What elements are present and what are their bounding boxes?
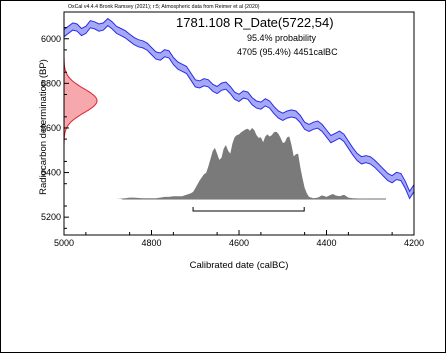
chart-title: 1781.108 R_Date(5722,54): [176, 15, 334, 30]
x-tick-label: 4600: [229, 238, 249, 248]
y-tick-label: 5600: [41, 123, 61, 133]
probability-label: 95.4% probability: [247, 33, 317, 43]
x-tick-label: 4400: [316, 238, 336, 248]
y-tick-label: 5400: [41, 168, 61, 178]
x-tick-label: 5000: [54, 238, 74, 248]
range-label: 4705 (95.4%) 4451calBC: [237, 47, 338, 57]
chart-header: OxCal v4.4.4 Bronk Ramsey (2021); r:5; A…: [68, 4, 260, 10]
hpd-range-bracket: [192, 207, 305, 212]
y-tick-label: 6000: [41, 34, 61, 44]
calibration-curve-lower: [63, 24, 415, 200]
y-tick-label: 5800: [41, 78, 61, 88]
x-tick-label: 4200: [404, 238, 424, 248]
calibration-curve-upper: [63, 17, 415, 193]
x-axis-label: Calibrated date (calBC): [190, 260, 289, 271]
radiocarbon-date-outline: [63, 52, 98, 149]
calibrated-distribution: [94, 128, 393, 199]
y-axis-label: Radiocarbon determination (BP): [38, 59, 49, 195]
x-tick-label: 4800: [141, 238, 161, 248]
plot-area: 5000 4800 4600 4400 4200 5200 5400 5600 5800 6000: [41, 11, 424, 248]
radiocarbon-date-distribution: [64, 52, 97, 149]
plot-frame: [63, 11, 415, 236]
y-tick-label: 5200: [41, 212, 61, 222]
